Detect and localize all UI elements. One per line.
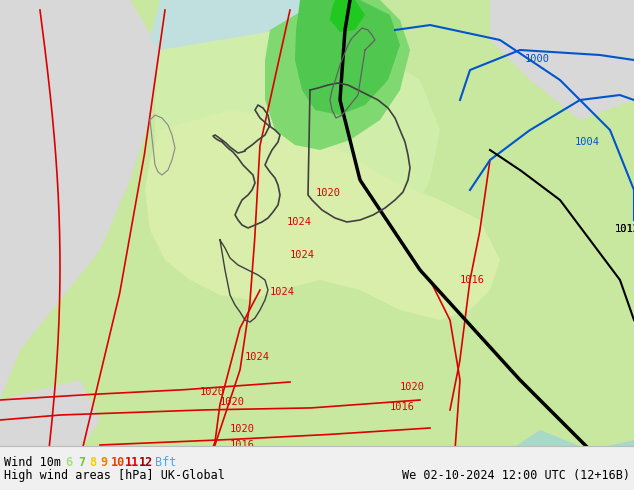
Text: 1020: 1020 <box>200 387 225 397</box>
Bar <box>0 446 634 490</box>
Text: 1012: 1012 <box>615 224 634 234</box>
Polygon shape <box>490 0 634 120</box>
Polygon shape <box>265 0 410 150</box>
Polygon shape <box>145 110 500 320</box>
Polygon shape <box>0 0 160 400</box>
Text: 1000: 1000 <box>525 54 550 64</box>
Text: 7: 7 <box>78 456 85 468</box>
Text: 1020: 1020 <box>220 397 245 407</box>
Text: 8: 8 <box>89 456 96 468</box>
Text: 1024: 1024 <box>270 287 295 297</box>
Text: 6: 6 <box>65 456 72 468</box>
Text: Bft: Bft <box>155 456 176 468</box>
Polygon shape <box>155 30 440 270</box>
Text: 10: 10 <box>111 456 126 468</box>
Text: 1024: 1024 <box>290 250 315 260</box>
Text: 1016: 1016 <box>460 275 485 285</box>
Polygon shape <box>330 0 365 32</box>
Text: 1016: 1016 <box>390 402 415 412</box>
Text: 1016: 1016 <box>230 440 255 450</box>
Text: 1020: 1020 <box>230 424 255 434</box>
Text: 1012: 1012 <box>615 224 634 234</box>
Text: 1024: 1024 <box>245 352 270 362</box>
Text: We 02-10-2024 12:00 UTC (12+16B): We 02-10-2024 12:00 UTC (12+16B) <box>402 468 630 482</box>
Polygon shape <box>150 0 340 150</box>
Text: 9: 9 <box>100 456 107 468</box>
Text: 1020: 1020 <box>316 188 341 198</box>
Text: 1004: 1004 <box>575 137 600 147</box>
Text: 11: 11 <box>125 456 139 468</box>
Text: High wind areas [hPa] UK-Global: High wind areas [hPa] UK-Global <box>4 468 225 482</box>
Polygon shape <box>490 430 634 490</box>
Polygon shape <box>0 380 100 460</box>
Text: 1020: 1020 <box>400 382 425 392</box>
Text: Wind 10m: Wind 10m <box>4 456 61 468</box>
Text: 12: 12 <box>139 456 153 468</box>
Text: 1024: 1024 <box>287 217 312 227</box>
Polygon shape <box>295 0 400 115</box>
